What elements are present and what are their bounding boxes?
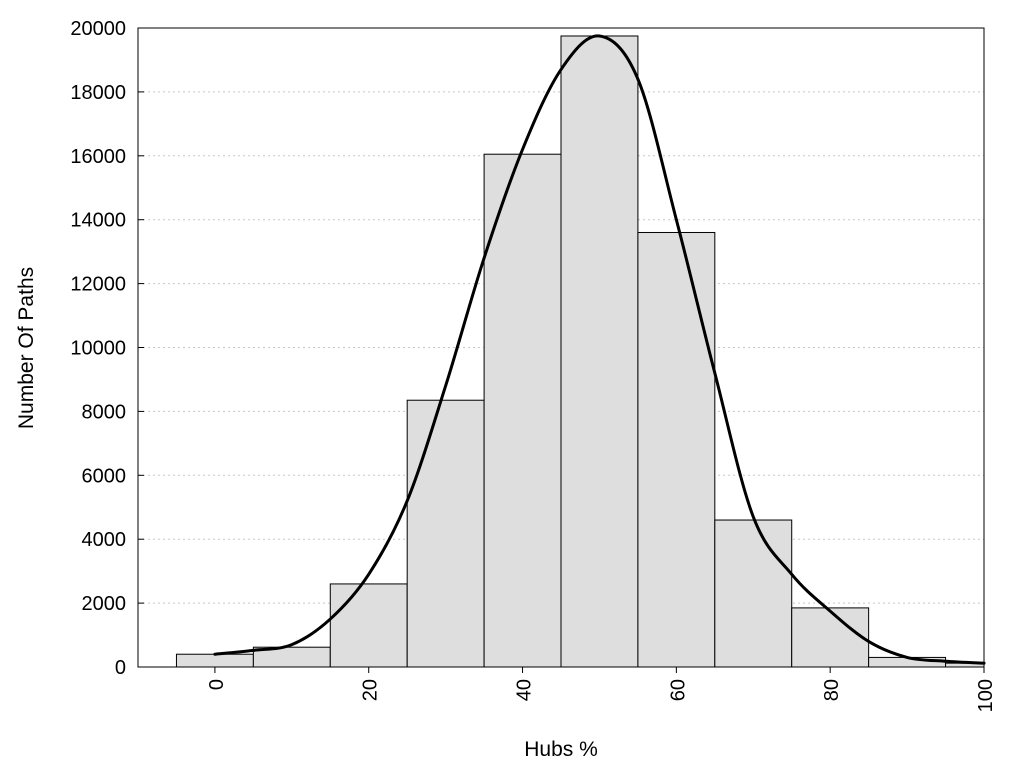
- y-tick-label: 2000: [82, 593, 127, 615]
- y-tick-label: 16000: [70, 146, 126, 168]
- histogram-bar: [714, 519, 793, 668]
- y-tick-label: 18000: [70, 82, 126, 104]
- density-curve: [213, 34, 986, 665]
- histogram-bar: [791, 607, 870, 668]
- y-tick-label: 8000: [82, 401, 127, 423]
- y-tick-label: 10000: [70, 338, 126, 360]
- y-tick-label: 4000: [82, 529, 127, 551]
- y-axis-title: Number Of Paths: [15, 267, 38, 429]
- x-tick-label: 0: [206, 679, 228, 690]
- histogram-bar: [175, 653, 254, 668]
- histogram-bar: [406, 399, 485, 668]
- x-tick-label: 80: [821, 679, 843, 701]
- histogram-bar: [560, 35, 639, 668]
- histogram-bar: [483, 153, 562, 668]
- histogram-bar: [329, 583, 408, 668]
- x-tick-label: 100: [975, 679, 997, 712]
- x-axis: 0 20 40 60 80 100: [206, 667, 997, 712]
- y-tick-label: 0: [115, 657, 126, 679]
- x-tick-label: 60: [667, 679, 689, 701]
- x-tick-label: 40: [514, 679, 536, 701]
- y-tick-label: 6000: [82, 465, 127, 487]
- y-tick-label: 14000: [70, 210, 126, 232]
- x-axis-title: Hubs %: [524, 738, 598, 761]
- gridlines: [138, 91, 984, 604]
- y-axis: 0 2000 4000 6000 8000 10000 12000 14000 16000 180…: [70, 18, 144, 679]
- y-tick-label: 20000: [70, 18, 126, 40]
- histogram-bar: [637, 231, 716, 668]
- histogram-bars: [175, 35, 985, 668]
- y-tick-label: 12000: [70, 274, 126, 296]
- x-tick-label: 20: [360, 679, 382, 701]
